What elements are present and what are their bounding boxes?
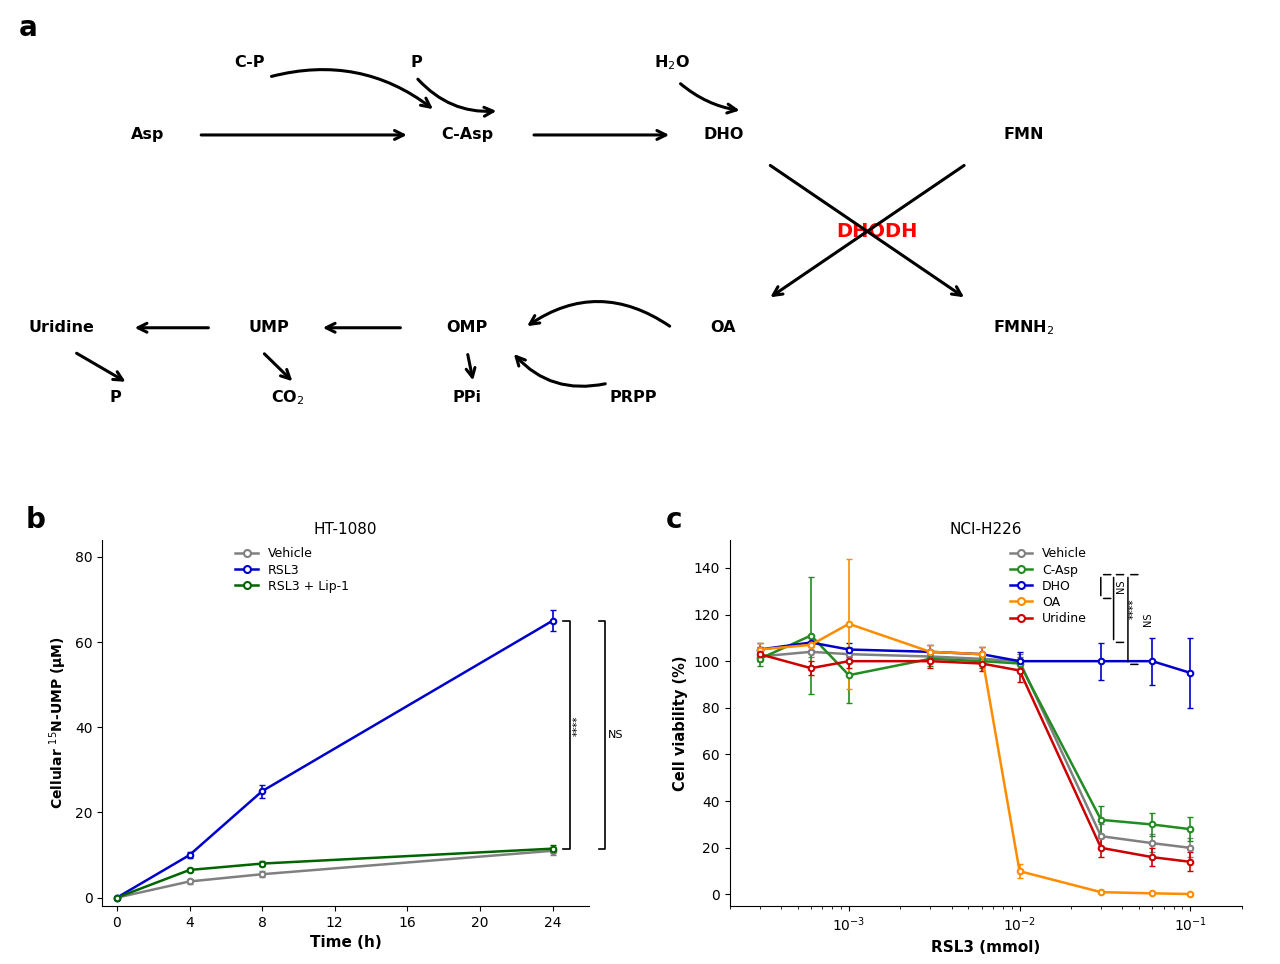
Text: UMP: UMP — [248, 320, 289, 335]
X-axis label: RSL3 (mmol): RSL3 (mmol) — [931, 940, 1041, 955]
Title: NCI-H226: NCI-H226 — [950, 522, 1021, 537]
Text: NS: NS — [608, 730, 623, 739]
Text: a: a — [19, 14, 38, 42]
Text: DHODH: DHODH — [836, 222, 918, 241]
Text: PPi: PPi — [453, 390, 481, 405]
Text: Uridine: Uridine — [28, 320, 95, 335]
Text: P: P — [410, 55, 422, 70]
Text: NS: NS — [1116, 579, 1126, 593]
Text: Asp: Asp — [131, 127, 164, 143]
Y-axis label: Cell viability (%): Cell viability (%) — [673, 656, 687, 790]
Text: PRPP: PRPP — [609, 390, 658, 405]
Text: FMNH$_2$: FMNH$_2$ — [993, 318, 1055, 337]
Text: CO$_2$: CO$_2$ — [271, 388, 305, 407]
Text: ****: **** — [1129, 599, 1139, 619]
Title: HT-1080: HT-1080 — [314, 522, 378, 537]
Text: OMP: OMP — [447, 320, 488, 335]
Text: C-Asp: C-Asp — [442, 127, 493, 143]
Legend: Vehicle, RSL3, RSL3 + Lip-1: Vehicle, RSL3, RSL3 + Lip-1 — [230, 543, 353, 598]
Text: b: b — [26, 506, 46, 534]
Text: C-P: C-P — [234, 55, 265, 70]
Text: H$_2$O: H$_2$O — [654, 53, 690, 72]
Text: OA: OA — [710, 320, 736, 335]
Text: c: c — [666, 506, 682, 534]
Legend: Vehicle, C-Asp, DHO, OA, Uridine: Vehicle, C-Asp, DHO, OA, Uridine — [1005, 543, 1092, 629]
Text: FMN: FMN — [1004, 127, 1044, 143]
Text: P: P — [109, 390, 122, 405]
X-axis label: Time (h): Time (h) — [310, 935, 381, 951]
Text: DHO: DHO — [703, 127, 744, 143]
Text: ****: **** — [572, 716, 582, 736]
Text: NS: NS — [1143, 613, 1153, 627]
Y-axis label: Cellular $^{15}$N-UMP (μM): Cellular $^{15}$N-UMP (μM) — [47, 636, 69, 810]
